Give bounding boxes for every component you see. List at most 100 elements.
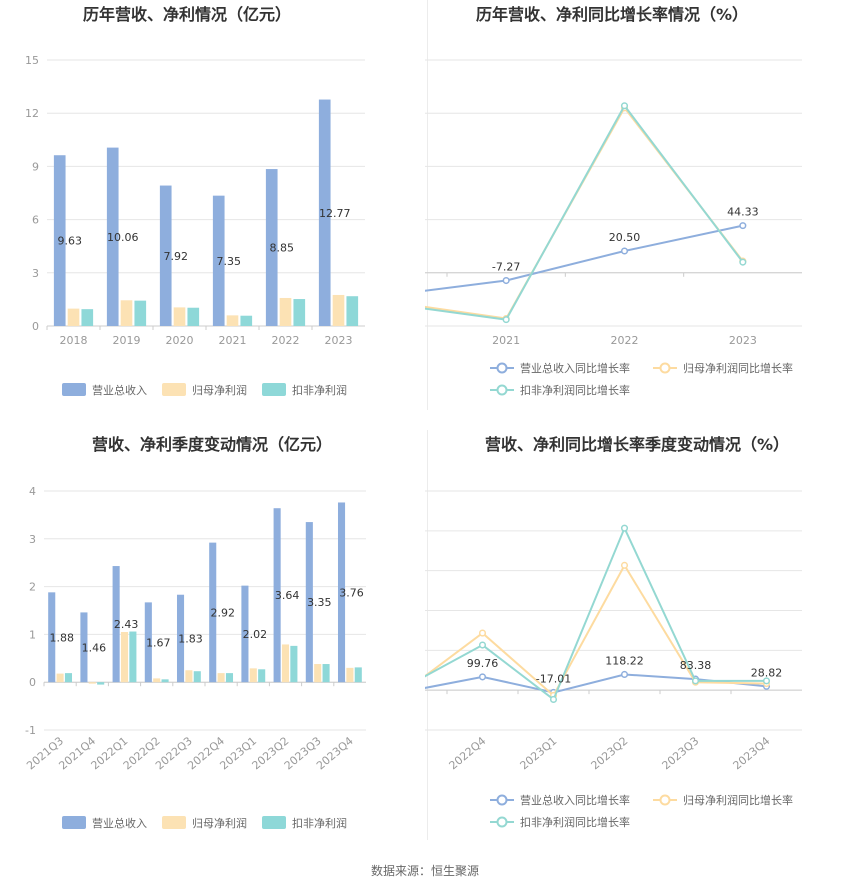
bar-deducted-profit	[258, 669, 266, 683]
legend-label: 营业总收入同比增长率	[520, 361, 630, 375]
bar-revenue	[209, 542, 217, 683]
data-point	[620, 247, 629, 255]
quarterly-growth-rate-chart: 营收、净利同比增长率季度变动情况（%）-30003006009001,2001,…	[425, 430, 850, 860]
bar-revenue	[159, 185, 172, 326]
legend-label: 归母净利润	[192, 816, 247, 830]
bar-net-profit	[120, 300, 133, 326]
bar-net-profit	[332, 294, 345, 326]
chart-svg: 营收、净利同比增长率季度变动情况（%）-30003006009001,2001,…	[425, 435, 802, 829]
data-label: 3.64	[275, 589, 300, 602]
bar-deducted-profit	[290, 645, 298, 683]
legend-label: 扣非净利润	[292, 383, 347, 397]
quarterly-revenue-profit-chart: 营收、净利季度变动情况（亿元） -1 0 1 2 3 4 2021Q3 2021Q4 2022Q1…	[0, 430, 425, 860]
bar-net-profit	[346, 667, 354, 683]
x-tick-label: 2023Q2	[589, 734, 631, 772]
data-label: 9.63	[57, 235, 82, 248]
legend-swatch	[162, 816, 186, 829]
data-point	[502, 316, 510, 324]
bar-revenue	[212, 195, 225, 326]
data-label: 20.50	[609, 231, 641, 244]
data-label: 118.22	[605, 654, 644, 667]
bar-deducted-profit	[64, 673, 73, 683]
annual-growth-rate-chart: 历年营收、净利同比增长率情况（%）-5005010015020020182019…	[425, 0, 850, 430]
x-tick-label: 2021	[492, 334, 520, 347]
bar-deducted-profit	[225, 673, 234, 683]
legend-label: 营业总收入同比增长率	[520, 793, 630, 807]
legend-marker	[496, 384, 508, 396]
bar-deducted-profit	[129, 631, 137, 683]
y-tick-label: 2	[29, 581, 36, 594]
series-line-net-profit	[425, 106, 744, 320]
data-label: 2.43	[114, 618, 139, 631]
bar-net-profit	[153, 678, 161, 683]
chart-svg: 营收、净利季度变动情况（亿元）-1012342021Q32021Q42022Q1…	[24, 435, 366, 830]
chart-svg: 历年营收、净利同比增长率情况（%）-5005010015020020182019…	[425, 5, 802, 397]
data-point	[739, 258, 747, 266]
x-tick-label: 2023Q3	[660, 734, 702, 772]
bar-net-profit	[67, 308, 80, 326]
x-tick-label: 2018	[60, 334, 88, 347]
bar-net-profit	[173, 307, 186, 326]
bar-net-profit	[226, 315, 239, 326]
legend-marker	[496, 362, 508, 374]
bar-net-profit	[185, 670, 193, 683]
data-label: -7.27	[492, 261, 520, 274]
data-label: 10.06	[107, 231, 139, 244]
x-tick-label: 2023	[729, 334, 757, 347]
bar-deducted-profit	[187, 307, 200, 326]
data-label: 3.76	[339, 586, 364, 599]
bar-revenue	[265, 169, 278, 326]
y-tick-label: 15	[25, 54, 39, 67]
legend-label: 营业总收入	[92, 816, 147, 830]
bar-revenue	[80, 612, 88, 683]
data-label: 99.76	[467, 657, 499, 670]
bar-deducted-profit	[81, 309, 94, 326]
legend-marker	[659, 362, 671, 374]
data-point	[620, 102, 629, 110]
data-point	[620, 524, 629, 532]
bar-net-profit	[56, 673, 64, 683]
legend-marker	[496, 794, 508, 806]
data-point	[549, 695, 558, 704]
data-source-note: 数据来源：恒生聚源	[370, 864, 479, 878]
data-label: 12.77	[319, 207, 351, 220]
legend-swatch	[162, 383, 186, 396]
y-tick-label: -1	[25, 724, 36, 737]
vertical-divider-bottom	[427, 430, 428, 840]
legend-label: 归母净利润同比增长率	[683, 793, 793, 807]
series-line-net-profit	[425, 563, 767, 698]
y-tick-label: 0	[32, 320, 39, 333]
legend-label: 扣非净利润同比增长率	[520, 815, 630, 829]
data-point	[478, 629, 487, 637]
x-tick-label: 2022	[272, 334, 300, 347]
data-point	[478, 673, 487, 681]
bar-deducted-profit	[161, 679, 169, 683]
data-label: -17.01	[536, 672, 571, 685]
annual-revenue-profit-chart: 历年营收、净利情况（亿元） 0 3 6 9 12 15 2018 2019 2020 2021 202…	[0, 0, 425, 430]
y-tick-label: 9	[32, 160, 39, 173]
data-label: 2.92	[210, 606, 235, 619]
data-label: 1.67	[146, 636, 171, 649]
bar-net-profit	[88, 682, 96, 684]
bar-net-profit	[217, 673, 225, 683]
bar-net-profit	[281, 644, 290, 683]
chart-title: 历年营收、净利情况（亿元）	[83, 5, 291, 24]
legend-swatch	[62, 383, 86, 396]
x-tick-label: 2023Q4	[731, 734, 773, 772]
legend-marker	[496, 816, 508, 828]
chart-svg: 历年营收、净利情况（亿元） 0 3 6 9 12 15 2018 2019 2020 2021 202…	[25, 5, 365, 397]
bar-deducted-profit	[134, 300, 147, 326]
legend-marker	[659, 794, 671, 806]
bar-net-profit	[314, 664, 322, 683]
x-tick-label: 2021	[219, 334, 247, 347]
data-label: 1.88	[49, 631, 74, 644]
bar-net-profit	[249, 668, 257, 683]
data-label: -2.67	[425, 671, 426, 684]
series-line-revenue	[425, 224, 744, 292]
legend-swatch	[262, 383, 286, 396]
data-label: 1.83	[178, 632, 203, 645]
legend-swatch	[62, 816, 86, 829]
data-label: 3.35	[307, 596, 332, 609]
y-tick-label: 3	[29, 533, 36, 546]
bar-deducted-profit	[354, 667, 362, 683]
